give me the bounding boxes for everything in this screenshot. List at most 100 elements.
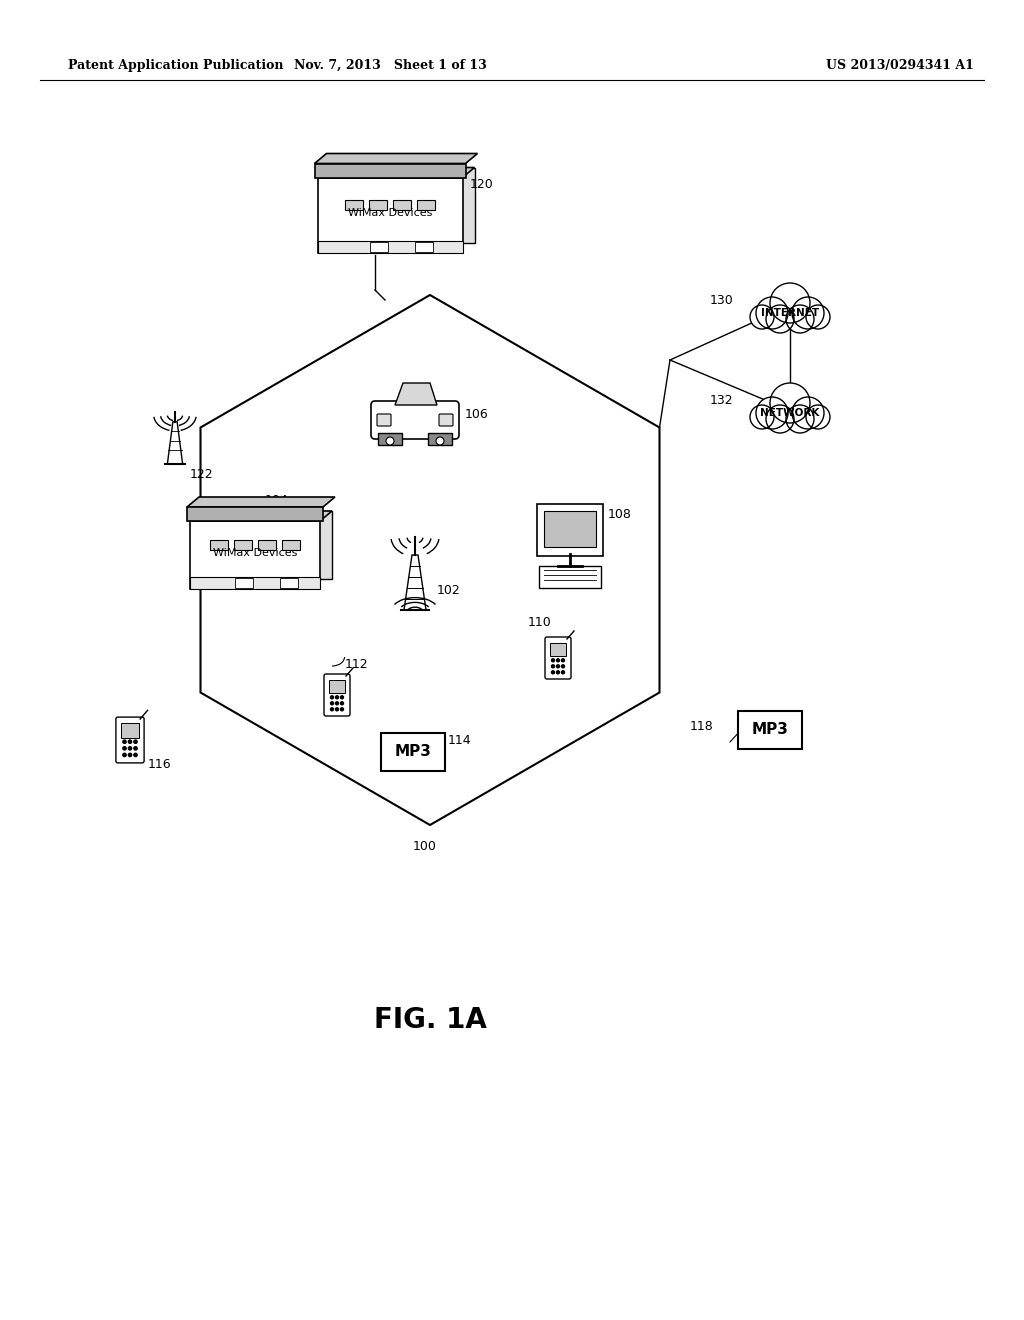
Circle shape (341, 702, 343, 705)
Polygon shape (190, 521, 319, 589)
Text: MP3: MP3 (394, 744, 431, 759)
Text: 100: 100 (413, 840, 437, 853)
FancyBboxPatch shape (121, 723, 139, 738)
FancyBboxPatch shape (369, 201, 387, 210)
Circle shape (336, 708, 339, 710)
Circle shape (123, 741, 126, 743)
Circle shape (128, 754, 132, 756)
Text: 108: 108 (608, 508, 632, 521)
Circle shape (552, 665, 555, 668)
Polygon shape (167, 422, 182, 465)
Polygon shape (187, 507, 323, 521)
Circle shape (552, 659, 555, 661)
Circle shape (336, 702, 339, 705)
Text: 120: 120 (470, 178, 494, 191)
Text: 106: 106 (465, 408, 488, 421)
FancyBboxPatch shape (210, 540, 228, 550)
Text: Patent Application Publication: Patent Application Publication (68, 58, 284, 71)
Circle shape (806, 305, 830, 329)
Text: 112: 112 (345, 659, 369, 672)
Polygon shape (317, 168, 474, 177)
Text: 118: 118 (690, 721, 714, 734)
FancyBboxPatch shape (371, 401, 459, 440)
Text: 110: 110 (528, 616, 552, 630)
Circle shape (786, 305, 814, 333)
FancyBboxPatch shape (280, 578, 298, 587)
Text: US 2013/0294341 A1: US 2013/0294341 A1 (826, 58, 974, 71)
Text: 132: 132 (710, 393, 733, 407)
FancyBboxPatch shape (324, 675, 350, 715)
Circle shape (331, 702, 334, 705)
FancyBboxPatch shape (381, 733, 445, 771)
Circle shape (341, 708, 343, 710)
Circle shape (756, 397, 788, 429)
FancyBboxPatch shape (345, 201, 362, 210)
Circle shape (331, 708, 334, 710)
Polygon shape (395, 383, 437, 405)
Text: 114: 114 (449, 734, 472, 747)
FancyBboxPatch shape (544, 511, 596, 546)
Polygon shape (190, 577, 319, 589)
FancyBboxPatch shape (234, 540, 252, 550)
Circle shape (792, 297, 824, 329)
FancyBboxPatch shape (329, 680, 345, 693)
Polygon shape (317, 177, 463, 252)
Circle shape (556, 665, 559, 668)
Circle shape (561, 671, 564, 673)
FancyBboxPatch shape (377, 414, 391, 426)
Polygon shape (202, 511, 332, 579)
Text: 122: 122 (190, 469, 214, 482)
Text: WiMax Devices: WiMax Devices (213, 548, 297, 558)
Circle shape (766, 305, 794, 333)
FancyBboxPatch shape (439, 414, 453, 426)
FancyBboxPatch shape (550, 643, 566, 656)
FancyBboxPatch shape (539, 566, 601, 587)
Circle shape (792, 397, 824, 429)
Circle shape (386, 437, 394, 445)
Circle shape (341, 696, 343, 698)
Circle shape (556, 659, 559, 661)
Circle shape (561, 659, 564, 661)
Circle shape (134, 754, 137, 756)
Circle shape (806, 405, 830, 429)
Text: WiMax Devices: WiMax Devices (348, 209, 432, 218)
Circle shape (750, 305, 774, 329)
Text: 116: 116 (148, 759, 172, 771)
Polygon shape (187, 498, 335, 507)
Text: Nov. 7, 2013   Sheet 1 of 13: Nov. 7, 2013 Sheet 1 of 13 (294, 58, 486, 71)
Text: NETWORK: NETWORK (760, 408, 819, 418)
Circle shape (552, 671, 555, 673)
Text: 104: 104 (265, 494, 289, 507)
FancyBboxPatch shape (415, 242, 433, 252)
Circle shape (123, 754, 126, 756)
Circle shape (756, 297, 788, 329)
FancyBboxPatch shape (234, 578, 253, 587)
Polygon shape (404, 554, 426, 610)
Circle shape (128, 747, 132, 750)
FancyBboxPatch shape (537, 504, 603, 556)
Circle shape (134, 747, 137, 750)
Polygon shape (378, 433, 402, 445)
Text: 130: 130 (710, 293, 734, 306)
Polygon shape (330, 168, 474, 243)
Circle shape (436, 437, 444, 445)
Circle shape (766, 405, 794, 433)
FancyBboxPatch shape (370, 242, 388, 252)
FancyBboxPatch shape (393, 201, 411, 210)
Text: MP3: MP3 (752, 722, 788, 738)
FancyBboxPatch shape (282, 540, 300, 550)
FancyBboxPatch shape (738, 711, 802, 748)
Polygon shape (428, 433, 452, 445)
Circle shape (786, 405, 814, 433)
FancyBboxPatch shape (417, 201, 435, 210)
Circle shape (770, 383, 810, 422)
Circle shape (336, 696, 339, 698)
Text: INTERNET: INTERNET (761, 308, 819, 318)
Circle shape (128, 741, 132, 743)
Text: 102: 102 (437, 583, 461, 597)
Text: FIG. 1A: FIG. 1A (374, 1006, 486, 1034)
FancyBboxPatch shape (545, 638, 571, 678)
Circle shape (123, 747, 126, 750)
Circle shape (134, 741, 137, 743)
Circle shape (331, 696, 334, 698)
